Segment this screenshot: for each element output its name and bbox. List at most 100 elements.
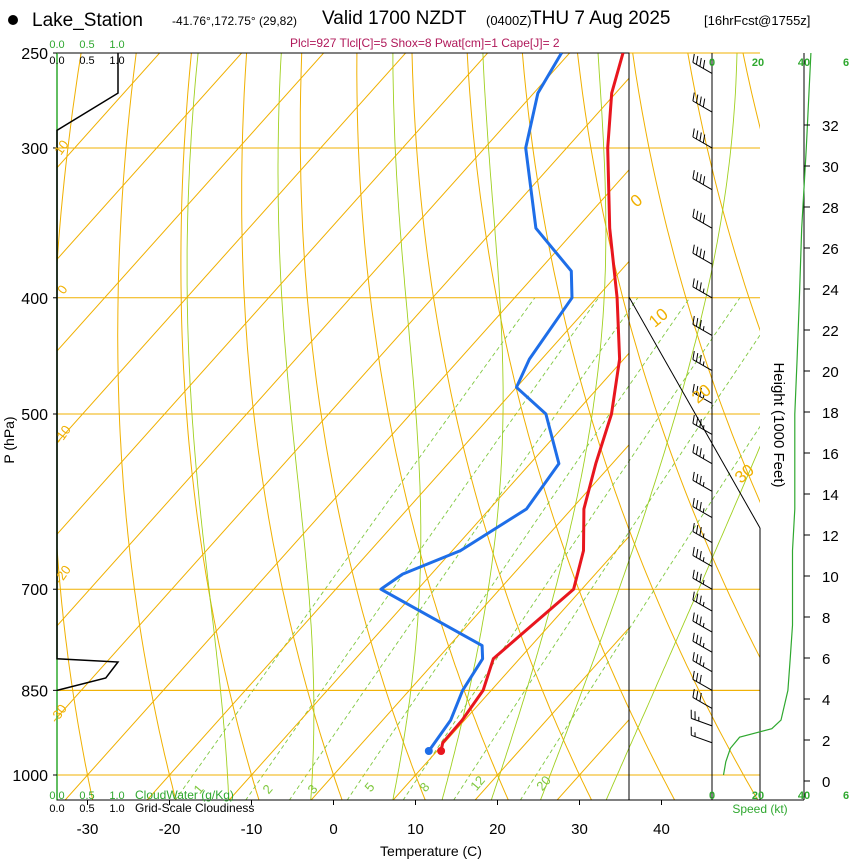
- wind-barb: [692, 53, 713, 74]
- station-coordinates: -41.76°,172.75° (29,82): [172, 14, 298, 28]
- wind-barb-half: [702, 533, 705, 538]
- wind-barb-shaft: [692, 422, 713, 435]
- wind-barb-flag: [695, 654, 699, 663]
- wind-barb-flag: [695, 473, 699, 483]
- wind-barb-flag: [692, 612, 695, 622]
- wind-barb-half: [702, 557, 705, 562]
- wind-barb-half: [702, 361, 705, 366]
- wind-barb-shaft: [692, 660, 713, 673]
- wind-barb-half: [702, 662, 705, 667]
- cloud-water-tick-bottom: 1.0: [109, 790, 124, 802]
- speed-tick-bottom: 6: [843, 790, 849, 802]
- wind-barb-flag: [699, 656, 702, 665]
- x-tick-label: 0: [329, 821, 337, 838]
- wind-barb-flag: [695, 246, 699, 256]
- height-tick-label: 26: [822, 241, 839, 258]
- y-tick-label: 700: [21, 582, 48, 599]
- isotherm: [228, 352, 629, 800]
- wind-barb-flag: [699, 527, 702, 536]
- wind-barb: [692, 498, 713, 518]
- moist-adiabat: [540, 53, 738, 800]
- cloud-water-tick: 0.5: [79, 39, 94, 51]
- x-tick-label: -10: [241, 821, 263, 838]
- station-marker: [8, 15, 18, 25]
- wind-barb-flag: [692, 208, 695, 218]
- wind-barb-flag: [699, 418, 702, 428]
- wind-barb-flag: [699, 319, 702, 329]
- wind-barb-flag: [695, 593, 699, 603]
- wind-barb-flag: [695, 634, 699, 644]
- wind-barb-half: [702, 454, 705, 459]
- forecast-label: [16hrFcst@1755z]: [704, 13, 811, 28]
- cloudiness-tick: 0.0: [49, 55, 64, 67]
- x-tick-label: -20: [159, 821, 181, 838]
- x-tick-label: 30: [571, 821, 588, 838]
- plot-frame: [56, 52, 630, 801]
- height-tick-label: 28: [822, 200, 839, 217]
- isotherm: [57, 53, 243, 261]
- wind-barb-flag: [702, 98, 706, 108]
- wind-speed-profile: [722, 52, 812, 776]
- dry-adiabat: [299, 53, 426, 800]
- wind-barb: [692, 92, 713, 113]
- wind-barb-shaft: [692, 554, 713, 567]
- wind-barb-flag: [692, 569, 695, 579]
- wind-barb-flag: [699, 636, 702, 646]
- wind-barb-flag: [695, 548, 699, 558]
- wind-barb: [692, 670, 713, 691]
- wind-barb-flag: [692, 383, 695, 393]
- isotherm: [639, 32, 850, 801]
- wind-barb-flag: [699, 174, 702, 183]
- wind-barb-flag: [692, 591, 695, 601]
- dry-adiabat: [687, 53, 760, 332]
- wind-barb-flag: [692, 498, 695, 507]
- wind-barb-shaft: [692, 696, 713, 709]
- cloud-water-tick: 0.0: [49, 39, 64, 51]
- dry-adiabat: [521, 53, 759, 800]
- dry-adiabat: [57, 53, 94, 800]
- isotherm: [57, 53, 489, 535]
- height-tick-label: 24: [822, 282, 839, 299]
- y-tick-label: 250: [21, 46, 48, 63]
- wind-barb-flag: [699, 502, 702, 511]
- height-tick-label: 20: [822, 364, 839, 381]
- mixing-ratio-label: 3: [304, 782, 320, 797]
- dry-adiabat: [241, 53, 343, 800]
- wind-barb: [692, 315, 713, 336]
- y-axis-label: P (hPa): [1, 416, 17, 463]
- cloudiness-legend: Grid-Scale Cloudiness: [135, 801, 254, 815]
- wind-barb-shaft: [692, 620, 713, 633]
- wind-barb-flag: [692, 652, 695, 661]
- wind-barb-shaft: [692, 640, 713, 653]
- wind-barb: [692, 471, 713, 492]
- wind-barb-half: [702, 394, 705, 399]
- valid-time: Valid 1700 NZDT: [322, 8, 467, 29]
- wind-barb-flag: [692, 170, 695, 179]
- wind-barb-flag: [695, 130, 699, 140]
- cloud-water-tick-bottom: 0.5: [79, 790, 94, 802]
- wind-barb: [692, 652, 713, 673]
- wind-barb-flag: [699, 692, 702, 702]
- dry-adiabat-label: -30: [47, 701, 70, 725]
- wind-barb: [692, 688, 713, 709]
- height-tick-label: 16: [822, 446, 839, 463]
- temperature-profile: [439, 53, 625, 752]
- wind-barb-flag: [692, 670, 695, 680]
- wind-barb-flag: [695, 672, 699, 682]
- mixing-ratio-line: [174, 297, 536, 800]
- surface-dewpoint-dot: [424, 747, 433, 755]
- wind-barb-half: [702, 326, 705, 331]
- dry-adiabat-label: 0: [627, 190, 646, 211]
- height-tick-label: 10: [822, 569, 839, 586]
- mixing-ratio-label: 5: [361, 780, 377, 795]
- dry-adiabat: [632, 53, 760, 504]
- mixing-ratio-line: [288, 297, 639, 800]
- dry-adiabat-label: -20: [51, 562, 74, 586]
- sounding-params: Plcl=927 Tlcl[C]=5 Shox=8 Pwat[cm]=1 Cap…: [290, 36, 560, 50]
- wind-barb-flag: [695, 280, 699, 289]
- cloudiness-profile: [56, 53, 120, 692]
- dry-adiabat: [466, 53, 676, 800]
- height-tick-label: 30: [822, 159, 839, 176]
- dry-adiabat: [356, 53, 509, 800]
- height-tick-label: 32: [822, 118, 839, 135]
